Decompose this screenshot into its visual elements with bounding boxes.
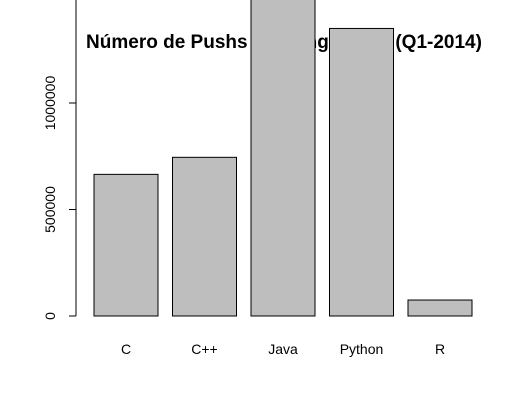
x-tick-label: C++ [191,341,217,357]
y-tick-label: 500000 [42,186,58,233]
y-tick-label: 0 [42,312,58,320]
bar-python [329,27,394,317]
bars-group [93,0,473,317]
x-tick-label: C [121,341,131,357]
x-tick-label: Java [268,341,298,357]
y-tick-label: 1000000 [42,76,58,131]
bar-cpp [172,156,237,317]
bar-c [93,173,159,317]
bar-java [250,0,316,317]
bar-r [407,299,473,317]
x-tick-label: R [435,341,445,357]
y-axis: 0 500000 1000000 [42,0,77,320]
x-axis-labels: C C++ Java Python R [121,341,445,357]
x-tick-label: Python [340,341,384,357]
